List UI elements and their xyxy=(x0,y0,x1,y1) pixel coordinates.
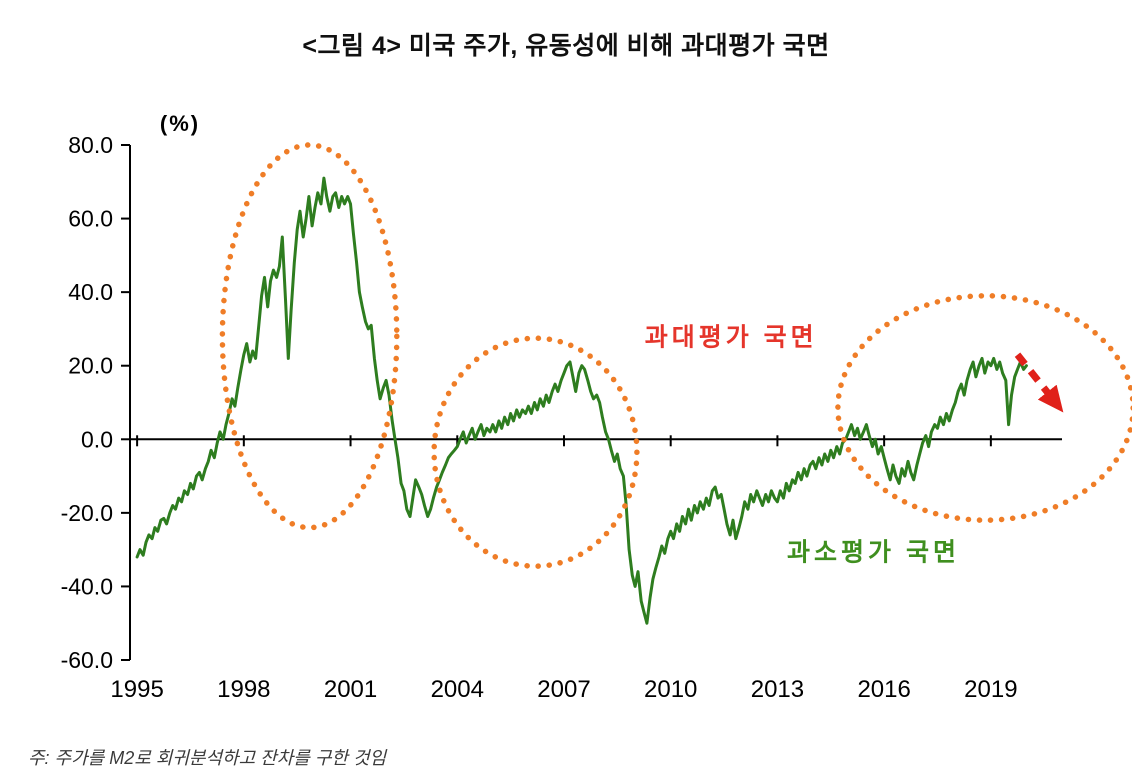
y-axis-unit-label: (%) xyxy=(160,111,200,136)
forecast-arrow xyxy=(1014,352,1064,413)
y-tick-label: 0.0 xyxy=(81,426,113,452)
x-tick-label: 1998 xyxy=(217,676,270,703)
y-tick-label: 80.0 xyxy=(68,132,113,158)
x-tick-label: 2013 xyxy=(751,676,804,703)
x-tick-label: 2019 xyxy=(964,676,1017,703)
y-tick-label: 40.0 xyxy=(68,279,113,305)
line-chart: 80.0 60.0 40.0 20.0 0.0 -20.0 -40.0 -60.0 1995 19… xyxy=(61,111,1132,703)
x-tick-label: 2016 xyxy=(857,676,910,703)
highlight-ellipse xyxy=(431,335,640,569)
source-note: 주: 주가를 M2로 회귀분석하고 잔차를 구한 것임 xyxy=(28,748,387,768)
x-tick-label: 1995 xyxy=(110,676,163,703)
y-tick-label: -40.0 xyxy=(61,573,113,599)
x-tick-label: 2004 xyxy=(431,676,484,703)
highlight-ellipse xyxy=(835,293,1132,523)
y-tick-label: 60.0 xyxy=(68,206,113,232)
x-tick-label: 2010 xyxy=(644,676,697,703)
overvalued-phase-label: 과대평가 국면 xyxy=(645,323,818,351)
chart-title: <그림 4> 미국 주가, 유동성에 비해 과대평가 국면 xyxy=(302,32,830,60)
y-tick-label: -60.0 xyxy=(61,647,113,673)
residual-series-line xyxy=(135,176,1028,625)
y-tick-label: -20.0 xyxy=(61,500,113,526)
x-tick-label: 2001 xyxy=(324,676,377,703)
highlight-ellipse xyxy=(219,142,400,531)
x-tick-label: 2007 xyxy=(537,676,590,703)
y-tick-label: 20.0 xyxy=(68,353,113,379)
undervalued-phase-label: 과소평가 국면 xyxy=(787,539,960,567)
